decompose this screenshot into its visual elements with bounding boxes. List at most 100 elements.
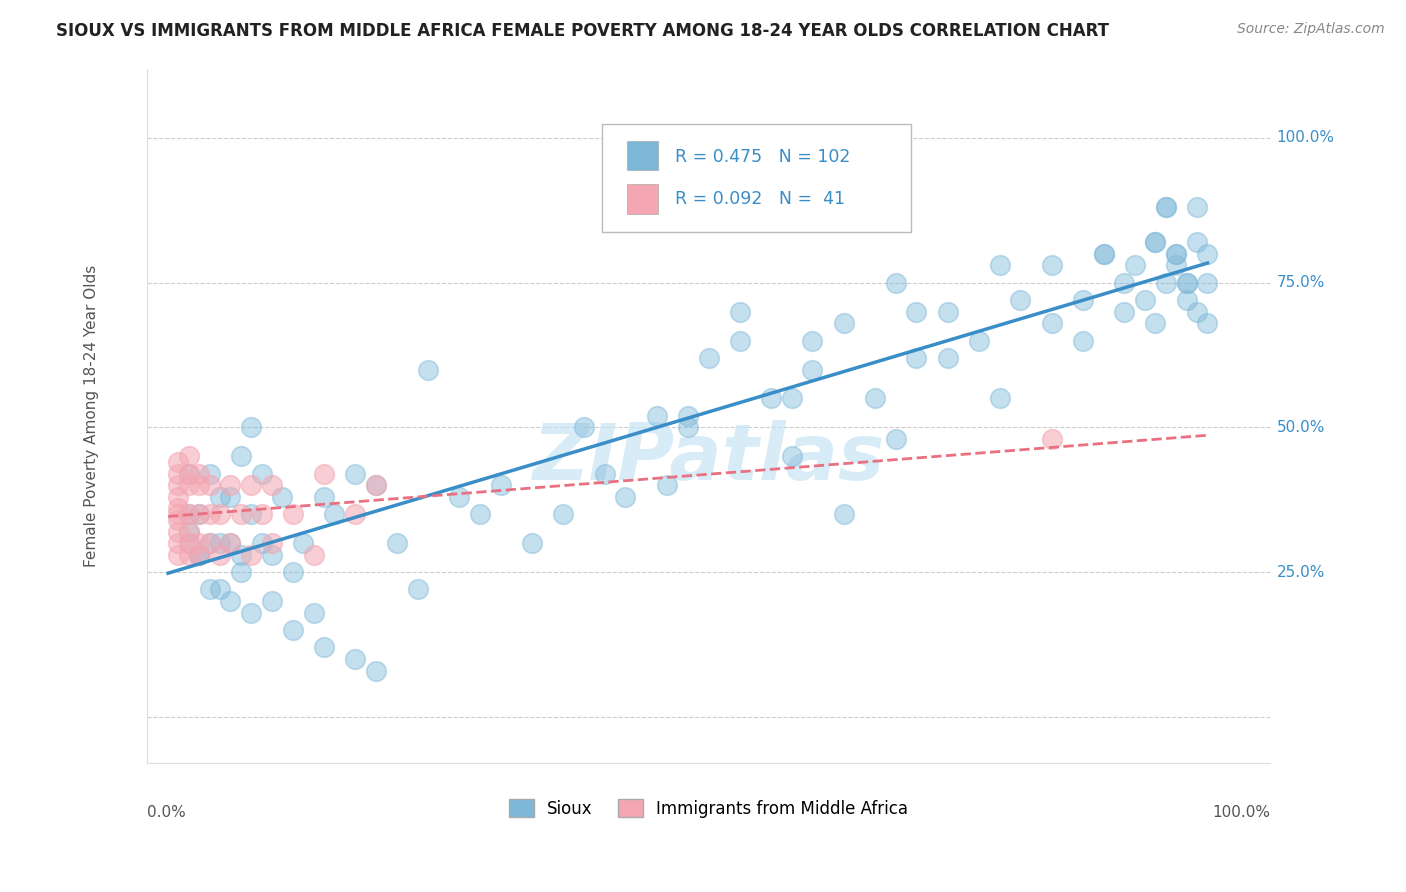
Point — [676, 409, 699, 423]
Point — [167, 513, 190, 527]
Point — [177, 478, 200, 492]
Point — [229, 548, 252, 562]
Text: Female Poverty Among 18-24 Year Olds: Female Poverty Among 18-24 Year Olds — [83, 265, 98, 567]
Point — [250, 536, 273, 550]
Point — [167, 507, 190, 521]
Point — [177, 450, 200, 464]
Point — [967, 334, 990, 348]
Point — [1166, 246, 1188, 260]
Point — [167, 490, 190, 504]
Point — [240, 507, 263, 521]
Point — [209, 582, 232, 597]
Point — [281, 565, 304, 579]
Point — [312, 640, 335, 655]
Text: 50.0%: 50.0% — [1277, 420, 1324, 435]
Point — [1040, 432, 1063, 446]
Point — [240, 478, 263, 492]
Point — [449, 490, 471, 504]
Point — [167, 536, 190, 550]
Point — [260, 536, 283, 550]
Point — [177, 536, 200, 550]
Point — [292, 536, 315, 550]
Point — [177, 467, 200, 481]
FancyBboxPatch shape — [602, 124, 911, 232]
Point — [177, 524, 200, 539]
Point — [728, 334, 751, 348]
Point — [229, 507, 252, 521]
Point — [1154, 201, 1177, 215]
Point — [1123, 258, 1146, 272]
Point — [167, 548, 190, 562]
Text: R = 0.092   N =  41: R = 0.092 N = 41 — [675, 190, 845, 208]
Point — [1197, 276, 1219, 290]
Point — [323, 507, 346, 521]
Point — [260, 478, 283, 492]
Point — [988, 392, 1011, 406]
Point — [1144, 235, 1167, 249]
Point — [863, 392, 886, 406]
Point — [240, 606, 263, 620]
Point — [188, 536, 211, 550]
Point — [364, 478, 387, 492]
Point — [167, 467, 190, 481]
Point — [240, 420, 263, 434]
Point — [1092, 246, 1115, 260]
Point — [219, 594, 242, 608]
Point — [198, 478, 221, 492]
Point — [1144, 316, 1167, 330]
Point — [676, 420, 699, 434]
Point — [219, 478, 242, 492]
Text: SIOUX VS IMMIGRANTS FROM MIDDLE AFRICA FEMALE POVERTY AMONG 18-24 YEAR OLDS CORR: SIOUX VS IMMIGRANTS FROM MIDDLE AFRICA F… — [56, 22, 1109, 40]
Point — [188, 548, 211, 562]
Point — [1010, 293, 1032, 307]
Point — [188, 548, 211, 562]
Point — [1092, 246, 1115, 260]
Point — [177, 536, 200, 550]
Point — [655, 478, 678, 492]
Point — [801, 334, 824, 348]
Point — [250, 507, 273, 521]
Point — [1197, 246, 1219, 260]
Point — [229, 450, 252, 464]
Point — [167, 524, 190, 539]
Point — [302, 548, 325, 562]
Bar — [627, 141, 658, 170]
Text: Source: ZipAtlas.com: Source: ZipAtlas.com — [1237, 22, 1385, 37]
Point — [1166, 246, 1188, 260]
Point — [406, 582, 429, 597]
Text: 75.0%: 75.0% — [1277, 276, 1324, 290]
Point — [177, 507, 200, 521]
Point — [344, 652, 367, 666]
Point — [344, 507, 367, 521]
Point — [312, 467, 335, 481]
Point — [209, 536, 232, 550]
Point — [780, 450, 803, 464]
Point — [302, 606, 325, 620]
Point — [177, 507, 200, 521]
Point — [1185, 201, 1208, 215]
Point — [832, 316, 855, 330]
Point — [198, 582, 221, 597]
Text: ZIPatlas: ZIPatlas — [533, 419, 884, 495]
Point — [614, 490, 637, 504]
Point — [988, 258, 1011, 272]
Point — [780, 392, 803, 406]
Point — [1185, 235, 1208, 249]
Point — [468, 507, 491, 521]
Point — [1175, 276, 1198, 290]
Point — [728, 304, 751, 318]
Point — [188, 478, 211, 492]
Text: 100.0%: 100.0% — [1277, 130, 1334, 145]
Point — [385, 536, 408, 550]
Point — [240, 548, 263, 562]
Point — [209, 548, 232, 562]
Point — [572, 420, 595, 434]
Point — [312, 490, 335, 504]
Point — [1071, 334, 1094, 348]
Point — [209, 490, 232, 504]
Point — [593, 467, 616, 481]
Text: R = 0.475   N = 102: R = 0.475 N = 102 — [675, 148, 851, 166]
Point — [229, 565, 252, 579]
Point — [198, 536, 221, 550]
Point — [1071, 293, 1094, 307]
